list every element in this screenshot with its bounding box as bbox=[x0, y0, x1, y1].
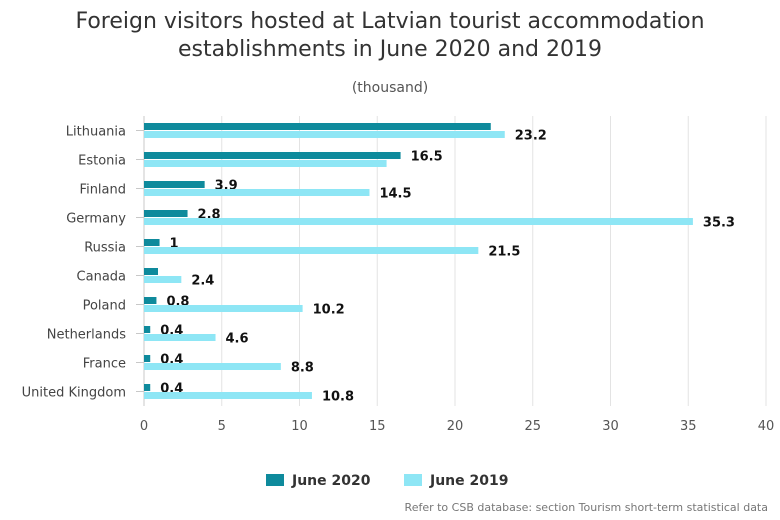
bar-june-2019 bbox=[144, 392, 312, 399]
bar-june-2019 bbox=[144, 276, 182, 283]
x-tick-label: 35 bbox=[680, 419, 697, 434]
chart-title: Foreign visitors hosted at Latvian touri… bbox=[0, 8, 780, 64]
bar-june-2019 bbox=[144, 334, 216, 341]
data-label: 1 bbox=[170, 237, 179, 252]
bar-june-2019 bbox=[144, 363, 281, 370]
bar-june-2020 bbox=[144, 355, 151, 362]
category-label: United Kingdom bbox=[22, 386, 126, 401]
bar-june-2020 bbox=[144, 239, 160, 246]
x-tick-label: 30 bbox=[602, 419, 619, 434]
bar-june-2020 bbox=[144, 123, 491, 130]
bar-june-2020 bbox=[144, 210, 188, 217]
data-label: 8.8 bbox=[291, 361, 314, 376]
bar-june-2020 bbox=[144, 181, 205, 188]
data-label: 35.3 bbox=[703, 216, 735, 231]
legend-swatch bbox=[404, 474, 422, 486]
category-label: France bbox=[83, 357, 126, 372]
bar-june-2020 bbox=[144, 152, 401, 159]
category-label: Netherlands bbox=[47, 328, 126, 343]
x-tick-label: 15 bbox=[369, 419, 386, 434]
data-label: 16.5 bbox=[411, 150, 443, 165]
data-label: 23.2 bbox=[515, 129, 547, 144]
bar-june-2020 bbox=[144, 297, 157, 304]
legend-label: June 2020 bbox=[291, 473, 371, 489]
data-label: 14.5 bbox=[379, 187, 411, 202]
bar-june-2019 bbox=[144, 160, 387, 167]
category-label: Lithuania bbox=[66, 125, 126, 140]
bar-june-2019 bbox=[144, 189, 370, 196]
x-tick-label: 20 bbox=[447, 419, 464, 434]
legend-label: June 2019 bbox=[429, 473, 508, 489]
data-label: 4.6 bbox=[226, 332, 249, 347]
data-label: 21.5 bbox=[488, 245, 520, 260]
bar-june-2019 bbox=[144, 131, 505, 138]
bar-june-2019 bbox=[144, 247, 479, 254]
category-label: Russia bbox=[84, 241, 126, 256]
data-label: 10.8 bbox=[322, 390, 354, 405]
legend-swatch bbox=[266, 474, 284, 486]
bar-chart: 0 5 10 15 20 25 30 35 40 Lithuania 23.2 Estonia 16.5… bbox=[22, 116, 775, 489]
x-tick-label: 5 bbox=[218, 419, 226, 434]
category-label: Poland bbox=[83, 299, 126, 314]
chart-subtitle: (thousand) bbox=[351, 80, 429, 96]
x-tick-label: 10 bbox=[291, 419, 308, 434]
chart-title-line-1: Foreign visitors hosted at Latvian touri… bbox=[75, 9, 705, 34]
bar-june-2019 bbox=[144, 305, 303, 312]
category-label: Finland bbox=[80, 183, 126, 198]
x-tick-label: 25 bbox=[524, 419, 541, 434]
bar-june-2019 bbox=[144, 218, 693, 225]
x-tick-label: 40 bbox=[758, 419, 775, 434]
data-label: 2.4 bbox=[191, 274, 214, 289]
chart-title-line-2: establishments in June 2020 and 2019 bbox=[178, 37, 602, 62]
bar-june-2020 bbox=[144, 268, 158, 275]
data-label: 10.2 bbox=[313, 303, 345, 318]
category-label: Canada bbox=[77, 270, 126, 285]
bar-june-2020 bbox=[144, 384, 151, 391]
bar-june-2020 bbox=[144, 326, 151, 333]
source-note: Refer to CSB database: section Tourism s… bbox=[404, 501, 768, 514]
category-label: Germany bbox=[66, 212, 126, 227]
x-tick-label: 0 bbox=[140, 419, 148, 434]
category-label: Estonia bbox=[78, 154, 126, 169]
